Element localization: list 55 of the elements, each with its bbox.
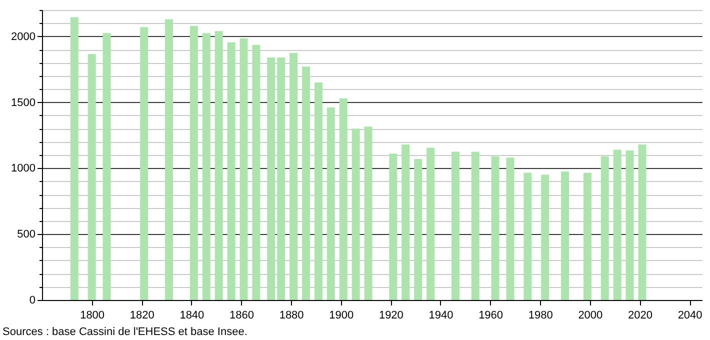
bar — [102, 33, 111, 300]
bar — [326, 108, 335, 300]
bar — [290, 52, 298, 300]
bar — [506, 158, 514, 300]
x-tick-label: 2020 — [628, 310, 652, 322]
bar — [541, 174, 550, 300]
bar — [491, 156, 500, 300]
x-tick-label: 1860 — [230, 310, 254, 322]
bar — [214, 31, 223, 300]
bar — [70, 17, 78, 300]
y-tick-label: 0 — [29, 294, 36, 306]
x-tick-label: 1840 — [180, 310, 204, 322]
x-tick-label: 1880 — [279, 310, 304, 322]
bar — [277, 57, 286, 300]
x-tick-label: 1820 — [130, 310, 154, 322]
bar — [202, 33, 210, 300]
bar — [302, 66, 310, 300]
bar — [314, 82, 322, 300]
bar — [227, 42, 236, 300]
bar — [583, 172, 592, 300]
x-tick-label: 1980 — [528, 310, 553, 322]
y-tick-label: 500 — [17, 228, 36, 241]
bar — [389, 154, 398, 300]
x-tick-label: 2040 — [678, 310, 702, 322]
y-tick-label: 1500 — [11, 96, 36, 109]
bar — [524, 172, 532, 300]
x-tick-label: 1960 — [478, 310, 504, 322]
bar — [190, 26, 198, 300]
bar — [426, 148, 435, 300]
bar — [88, 54, 96, 300]
bar — [613, 150, 622, 300]
bar — [638, 144, 646, 300]
x-tick-label: 2000 — [578, 310, 603, 322]
y-tick-label: 2000 — [11, 30, 36, 43]
bar — [165, 19, 174, 300]
bar — [600, 156, 609, 300]
x-tick-label: 1920 — [378, 310, 404, 322]
bar — [626, 150, 634, 300]
bar — [414, 158, 422, 300]
bar — [240, 38, 248, 300]
y-tick-label: 1000 — [11, 162, 36, 175]
bar — [561, 171, 570, 300]
bar — [471, 152, 480, 300]
bar — [402, 144, 410, 300]
bar — [364, 126, 372, 300]
bar — [267, 57, 276, 300]
bar — [352, 128, 360, 300]
bar — [252, 44, 260, 300]
bar — [339, 98, 348, 300]
bar — [451, 152, 460, 300]
x-tick-label: 1800 — [80, 310, 105, 322]
x-tick-label: 1900 — [329, 310, 354, 322]
source-note: Sources : base Cassini de l'EHESS et base Insee. — [2, 326, 248, 338]
x-tick-label: 1940 — [428, 310, 454, 322]
bar — [140, 27, 148, 300]
